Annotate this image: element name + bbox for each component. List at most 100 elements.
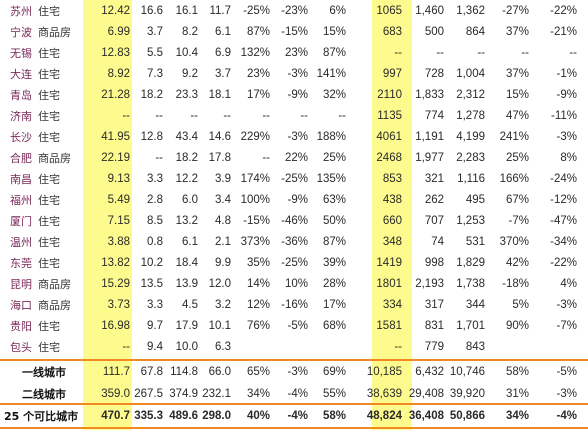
summary-label: 一线城市: [22, 366, 66, 379]
table-cell: 3.7: [147, 25, 163, 38]
table-cell: 18.2: [140, 88, 163, 101]
table-cell: 5%: [512, 298, 529, 311]
table-row: 海口 商品房 3.73 3.3 4.5 3.2 12% -16% 17% 334 317 344 5% -…: [0, 294, 588, 315]
table-cell: 1,191: [415, 130, 444, 143]
table-cell: 16.1: [175, 4, 198, 17]
table-cell: 7.3: [147, 67, 163, 80]
table-cell: -15%: [243, 214, 270, 227]
table-cell: -1%: [556, 67, 577, 80]
table-cell: 141%: [316, 67, 346, 80]
table-cell: 853: [382, 172, 402, 185]
table-cell: 1065: [376, 4, 402, 17]
table-cell: -3%: [556, 298, 577, 311]
table-cell: 2,193: [415, 277, 444, 290]
table-cell: -46%: [281, 214, 308, 227]
table-cell: 18.4: [175, 256, 198, 269]
table-cell: 3.4: [215, 193, 231, 206]
table-cell: -47%: [550, 214, 577, 227]
table-cell: --: [569, 46, 577, 59]
table-cell: 18.2: [175, 151, 198, 164]
table-cell: 48,824: [366, 410, 402, 422]
table-row: 济南 住宅 -- -- -- -- -- -- -- 1135 774 1,278 47% -11%: [0, 105, 588, 126]
table-cell: 37%: [505, 67, 529, 80]
table-row: 宁波 商品房 6.99 3.7 8.2 6.1 87% -15% 15% 683 500 864 37%…: [0, 21, 588, 42]
table-cell: [529, 336, 577, 357]
table-cell: 1,833: [415, 88, 444, 101]
table-cell: 2.8: [147, 193, 163, 206]
table-cell: 17%: [322, 298, 346, 311]
table-cell: 500: [424, 25, 444, 38]
table-cell: 1,829: [456, 256, 485, 269]
table-cell: 10,185: [366, 366, 402, 378]
table-cell: 15.29: [101, 277, 130, 290]
table-cell: 997: [382, 67, 402, 80]
table-cell: 6.99: [107, 25, 130, 38]
table-cell: 22.19: [101, 151, 130, 164]
table-cell: 15%: [322, 25, 346, 38]
table-cell: 13.82: [101, 256, 130, 269]
table-cell: 12.42: [101, 4, 130, 17]
table-cell: 34%: [505, 410, 529, 422]
table-cell: --: [262, 151, 270, 164]
table-cell: 13.5: [140, 277, 163, 290]
table-cell: 1,460: [415, 4, 444, 17]
table-cell: 17.9: [175, 319, 198, 332]
table-cell: 38,639: [366, 388, 402, 400]
table-cell: 229%: [240, 130, 270, 143]
table-cell: 14.6: [208, 130, 231, 143]
table-cell: 298.0: [202, 410, 231, 422]
table-cell: 50,866: [449, 410, 485, 422]
table-cell: 232.1: [202, 388, 231, 400]
table-cell: [481, 336, 529, 357]
city-name: 无锡: [10, 46, 32, 60]
table-cell: 29,408: [408, 388, 444, 400]
table-cell: 344: [465, 298, 485, 311]
property-type: 住宅: [38, 46, 60, 60]
table-cell: -3%: [556, 388, 577, 400]
table-cell: --: [122, 109, 130, 122]
table-cell: --: [122, 340, 130, 353]
table-cell: 9.2: [182, 67, 198, 80]
table-row: 苏州 住宅 12.42 16.6 16.1 11.7 -25% -23% 6% 1065 1,460…: [0, 0, 588, 21]
table-cell: -3%: [287, 366, 308, 378]
city-name: 宁波: [10, 25, 32, 39]
table-cell: -7%: [556, 319, 577, 332]
table-cell: 6%: [329, 4, 346, 17]
city-name: 贵阳: [10, 319, 32, 333]
table-cell: 58%: [505, 366, 529, 378]
property-type: 住宅: [38, 214, 60, 228]
table-cell: 683: [382, 25, 402, 38]
property-type: 住宅: [38, 172, 60, 186]
table-cell: 66.0: [208, 366, 231, 378]
table-cell: 317: [424, 298, 444, 311]
table-cell: -12%: [550, 193, 577, 206]
table-cell: 6.1: [215, 25, 231, 38]
table-cell: 470.7: [101, 410, 130, 422]
table-cell: 132%: [240, 46, 270, 59]
table-cell: 11.7: [209, 4, 231, 17]
table-row: 无锡 住宅 12.83 5.5 10.4 6.9 132% 23% 87% -- -- -- -- --: [0, 42, 588, 63]
table-cell: 1,004: [456, 67, 485, 80]
city-name: 包头: [10, 340, 32, 354]
table-cell: 531: [465, 235, 485, 248]
table-cell: 321: [424, 172, 444, 185]
table-cell: 6.1: [182, 235, 198, 248]
table-cell: 17.8: [208, 151, 231, 164]
table-row: 长沙 住宅 41.95 12.8 43.4 14.6 229% -3% 188% 4061 1,19…: [0, 126, 588, 147]
table-row: 厦门 住宅 7.15 8.5 13.2 4.8 -15% -46% 50% 660 707 1,253…: [0, 210, 588, 231]
city-name: 海口: [10, 298, 32, 312]
table-cell: 10.4: [175, 46, 198, 59]
city-name: 长沙: [10, 130, 32, 144]
table-cell: 831: [424, 319, 444, 332]
table-cell: 2.1: [215, 235, 231, 248]
table-cell: 4061: [376, 130, 402, 143]
table-cell: 359.0: [101, 388, 130, 400]
table-cell: -3%: [287, 130, 308, 143]
city-name: 济南: [10, 109, 32, 123]
table-row: 青岛 住宅 21.28 18.2 23.3 18.1 17% -9% 32% 2110 1,833 2…: [0, 84, 588, 105]
table-row: 南昌 住宅 9.13 3.3 12.2 3.9 174% -25% 135% 853 321 1,11…: [0, 168, 588, 189]
table-cell: 22%: [284, 151, 308, 164]
table-cell: 63%: [322, 193, 346, 206]
city-name: 南昌: [10, 172, 32, 186]
table-cell: 5.49: [107, 193, 130, 206]
